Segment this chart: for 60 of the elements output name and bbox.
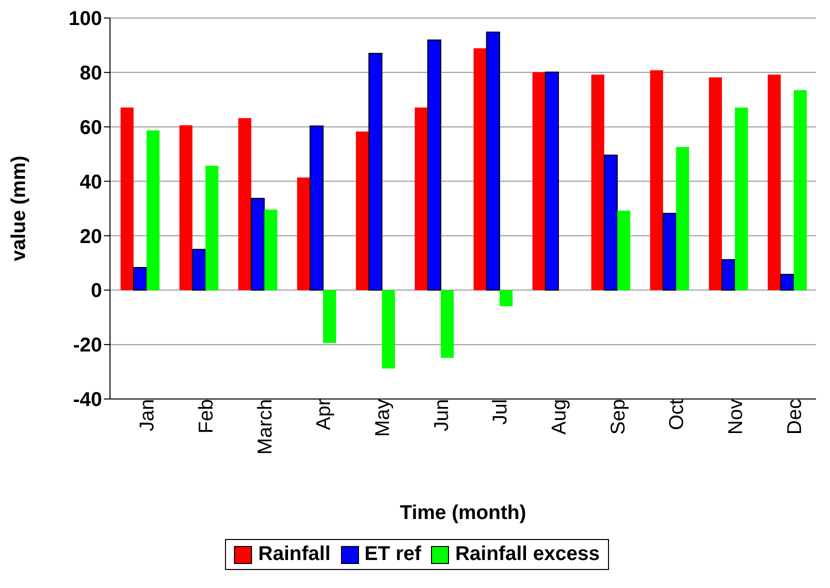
- x-tick-label: Nov: [724, 399, 747, 435]
- bar: [323, 290, 336, 343]
- x-tick-label: Sep: [607, 399, 630, 435]
- bar: [250, 198, 265, 291]
- bar: [768, 74, 781, 290]
- bar: [179, 125, 192, 290]
- bar: [368, 52, 382, 291]
- bar: [414, 108, 428, 290]
- y-tick-label: 80: [80, 62, 102, 85]
- legend-label: Rainfall excess: [454, 543, 600, 566]
- bar: [427, 40, 442, 291]
- x-tick-label: Oct: [666, 398, 688, 430]
- bar: [708, 77, 722, 290]
- bar: [617, 210, 630, 290]
- bar: [238, 118, 252, 290]
- bar: [650, 70, 664, 290]
- x-tick-label: Aug: [548, 399, 570, 435]
- bar: [500, 290, 513, 306]
- bar: [662, 212, 677, 291]
- x-tick-label: Feb: [195, 399, 218, 434]
- bar: [780, 274, 794, 291]
- y-tick-label: 0: [90, 280, 102, 302]
- bar: [676, 146, 690, 290]
- bar: [120, 108, 134, 290]
- bar: [591, 74, 604, 290]
- bar: [192, 248, 206, 291]
- bar: [146, 130, 160, 290]
- bar: [734, 108, 748, 290]
- x-tick-label: Jun: [430, 399, 453, 432]
- x-tick-label: March: [254, 399, 276, 455]
- bar: [486, 32, 500, 291]
- bar: [532, 72, 546, 290]
- y-tick-label: 40: [80, 171, 102, 194]
- y-axis-title: value (mm): [8, 156, 30, 262]
- bar: [721, 259, 736, 291]
- y-tick-label: 60: [80, 116, 102, 139]
- bar: [264, 210, 278, 290]
- bar: [297, 177, 310, 290]
- bar: [133, 267, 148, 291]
- bar: [205, 166, 218, 290]
- bar: [310, 126, 324, 291]
- bar: [440, 290, 454, 358]
- x-tick-label: May: [372, 399, 394, 437]
- legend-label: ET ref: [364, 543, 422, 566]
- y-tick-label: -20: [73, 334, 102, 357]
- y-tick-label: 20: [80, 226, 102, 248]
- x-axis-title: Time (month): [400, 502, 526, 524]
- x-tick-label: Dec: [784, 399, 806, 435]
- legend-label: Rainfall: [257, 543, 331, 566]
- x-tick-label: Apr: [313, 398, 336, 430]
- x-tick-label: Jan: [136, 399, 159, 432]
- bar: [356, 131, 369, 290]
- bar: [604, 154, 618, 291]
- bar: [794, 90, 807, 290]
- x-tick-label: Jul: [490, 399, 512, 425]
- bar: [382, 290, 395, 369]
- bar: [544, 72, 559, 291]
- bar: [474, 48, 487, 290]
- y-tick-label: -40: [73, 389, 102, 412]
- y-tick-label: 100: [68, 8, 102, 30]
